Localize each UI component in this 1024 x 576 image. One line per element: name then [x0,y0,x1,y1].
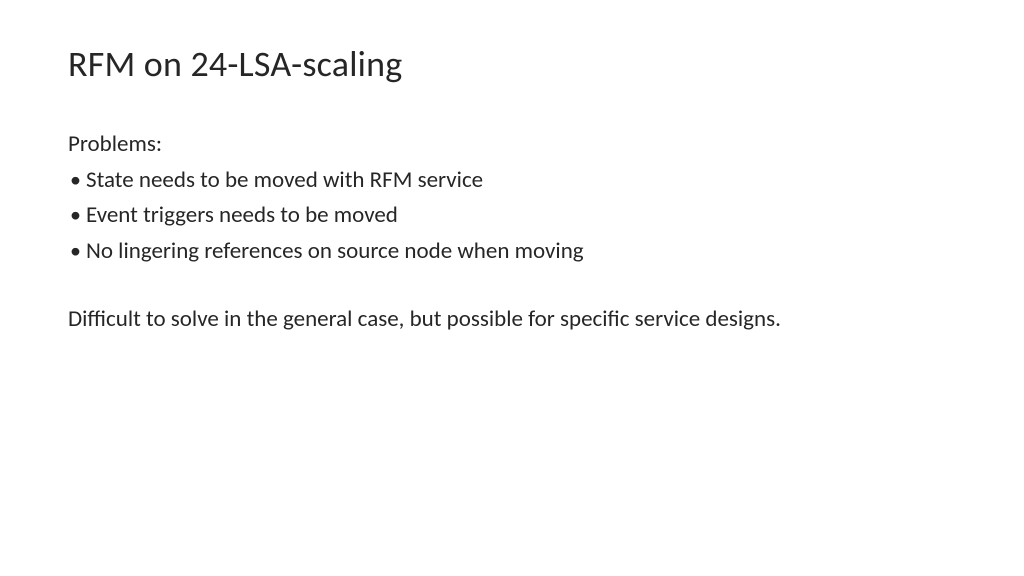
list-item: Event triggers needs to be moved [68,199,956,232]
slide-title: RFM on 24-LSA-scaling [68,42,956,86]
problems-list: State needs to be moved with RFM service… [68,164,956,268]
problems-label: Problems: [68,130,956,158]
slide-container: RFM on 24-LSA-scaling Problems: State ne… [0,0,1024,377]
list-item: State needs to be moved with RFM service [68,164,956,197]
list-item: No lingering references on source node w… [68,235,956,268]
body-paragraph: Difficult to solve in the general case, … [68,304,948,335]
